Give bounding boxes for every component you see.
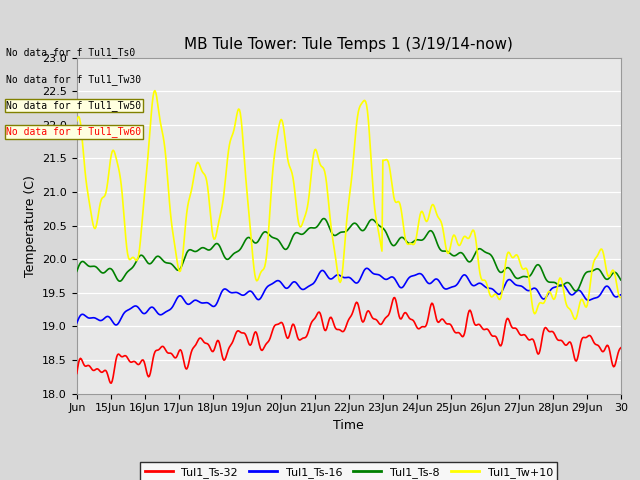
Title: MB Tule Tower: Tule Temps 1 (3/19/14-now): MB Tule Tower: Tule Temps 1 (3/19/14-now… (184, 37, 513, 52)
X-axis label: Time: Time (333, 419, 364, 432)
Text: No data for f Tul1_Ts0: No data for f Tul1_Ts0 (6, 47, 136, 58)
Text: No data for f Tul1_Tw50: No data for f Tul1_Tw50 (6, 100, 141, 111)
Legend: Tul1_Ts-32, Tul1_Ts-16, Tul1_Ts-8, Tul1_Tw+10: Tul1_Ts-32, Tul1_Ts-16, Tul1_Ts-8, Tul1_… (140, 462, 557, 480)
Y-axis label: Temperature (C): Temperature (C) (24, 175, 36, 276)
Text: No data for f Tul1_Tw60: No data for f Tul1_Tw60 (6, 126, 141, 137)
Text: No data for f Tul1_Tw30: No data for f Tul1_Tw30 (6, 73, 141, 84)
